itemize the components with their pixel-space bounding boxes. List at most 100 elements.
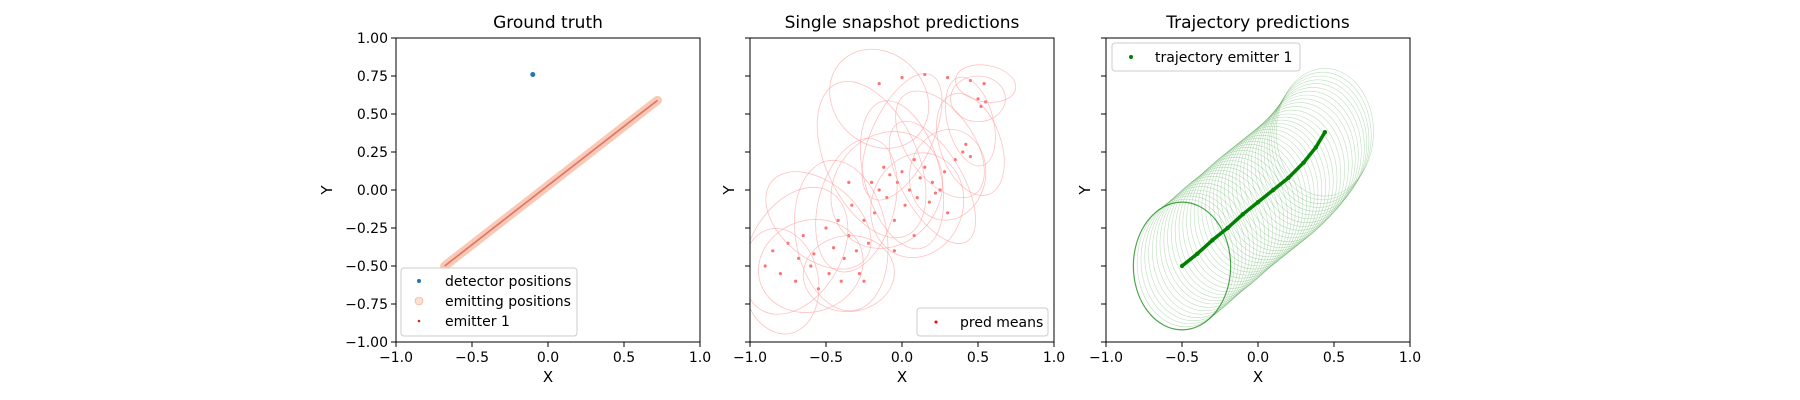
pred-covariance-ellipse	[870, 152, 965, 258]
pred-mean-point	[850, 203, 854, 207]
x-tick-label: 0.5	[1323, 350, 1345, 366]
pred-mean-point	[862, 218, 866, 222]
pred-covariance-ellipse	[945, 76, 996, 167]
pred-covariance-ellipse	[802, 235, 895, 313]
legend-entry-emitter: emitter 1	[445, 314, 510, 330]
trajectory-point	[1255, 199, 1261, 205]
y-axis-label: Y	[720, 185, 738, 196]
pred-mean-point	[903, 203, 907, 207]
chart-ground-truth: −1.0 −0.5 0.0 0.5 1.0 1.00 0.75 0.50 0.25 0.00 −0.…	[318, 13, 711, 386]
trajectory-covariance-ellipse	[1273, 71, 1372, 201]
pred-mean-point	[824, 226, 828, 230]
pred-mean-point	[794, 279, 798, 283]
pred-covariance-ellipse	[950, 75, 1006, 122]
trajectory-covariance-ellipse	[1243, 109, 1342, 239]
pred-covariance-ellipse	[936, 92, 1005, 196]
x-tick-label: 0.5	[613, 350, 635, 366]
trajectory-covariance-ellipse	[1254, 98, 1353, 227]
x-axis-label: X	[543, 368, 553, 386]
trajectory-point	[1286, 175, 1291, 181]
legend-entry-trajectory: trajectory emitter 1	[1155, 50, 1292, 66]
trajectory-covariance-ellipse	[1152, 186, 1250, 315]
pred-mean-point	[900, 75, 904, 80]
legend-box	[916, 307, 1049, 337]
pred-covariance-ellipse	[895, 90, 985, 199]
pred-mean-point	[915, 196, 919, 200]
y-tick-label: −0.50	[345, 259, 388, 275]
legend-box	[1111, 42, 1301, 72]
x-tick-label: 0.0	[891, 350, 913, 366]
pred-mean-point	[892, 249, 897, 253]
plot-area	[1106, 38, 1410, 342]
x-tick-label: −1.0	[1089, 350, 1123, 366]
trajectory-covariance-ellipse	[1178, 163, 1277, 293]
legend: pred means	[916, 307, 1049, 337]
pred-covariance-ellipse	[888, 120, 976, 244]
trajectory-covariance-ellipse	[1159, 179, 1258, 308]
pred-mean-point	[927, 200, 931, 204]
chart-title: Single snapshot predictions	[785, 13, 1020, 33]
trajectory-covariance-ellipse	[1235, 116, 1334, 246]
trajectory-point	[1240, 212, 1246, 217]
chart-trajectory: −1.0 −0.5 0.0 0.5 1.0 Trajectory predictions…	[1076, 13, 1421, 386]
legend-marker-emitting	[414, 296, 424, 306]
detector-position-point	[530, 71, 536, 77]
pred-mean-point	[877, 82, 881, 86]
trajectory-covariance-ellipse	[1182, 160, 1281, 289]
chart-marks	[750, 48, 1017, 335]
pred-mean-point	[827, 272, 831, 276]
pred-mean-point	[946, 211, 950, 215]
x-tick-label: −0.5	[809, 350, 843, 366]
pred-mean-point	[812, 252, 816, 256]
pred-mean-point	[912, 158, 916, 162]
x-axis-label: X	[897, 368, 907, 386]
chart-title: Ground truth	[493, 13, 603, 33]
pred-mean-point	[870, 180, 874, 184]
pred-mean-point	[771, 249, 775, 253]
trajectory-covariance-ellipse	[1148, 189, 1247, 318]
trajectory-covariance-ellipse	[1247, 106, 1345, 235]
trajectory-covariance-ellipse	[1190, 153, 1288, 282]
pred-mean-point	[918, 176, 922, 180]
pred-mean-point	[857, 272, 862, 276]
pred-covariance-ellipse	[750, 227, 820, 335]
pred-mean-point	[961, 150, 965, 154]
trajectory-covariance-ellipse	[1140, 195, 1239, 325]
trajectory-covariance-ellipse	[1266, 83, 1365, 212]
pred-covariance-ellipse	[908, 129, 987, 221]
trajectory-covariance-ellipse	[1263, 87, 1362, 216]
trajectory-covariance-ellipse	[1155, 182, 1254, 312]
trajectory-point	[1210, 237, 1215, 243]
trajectory-covariance-ellipse	[1250, 102, 1349, 231]
pred-mean-point	[964, 142, 968, 146]
pred-covariance-ellipse	[861, 73, 943, 201]
trajectory-covariance-ellipse	[1201, 144, 1300, 273]
pred-mean-point	[847, 180, 851, 184]
trajectory-point	[1195, 251, 1200, 257]
pred-mean-point	[877, 188, 881, 192]
trajectory-covariance-ellipse	[1269, 79, 1367, 208]
pred-mean-point	[801, 234, 805, 238]
trajectory-covariance-ellipse	[1197, 147, 1296, 276]
trajectory-covariance-ellipse	[1205, 141, 1304, 270]
y-tick-label: 0.00	[357, 183, 388, 199]
trajectory-point	[1301, 160, 1306, 165]
pred-mean-point	[946, 75, 950, 80]
y-tick-label: 1.00	[357, 31, 388, 47]
trajectory-point	[1271, 187, 1276, 193]
trajectory-covariance-ellipse	[1216, 131, 1315, 261]
legend-box	[400, 267, 578, 337]
y-tick-label: 0.50	[357, 107, 388, 123]
pred-covariance-ellipse	[859, 100, 945, 250]
pred-mean-point	[786, 241, 790, 245]
pred-mean-point	[976, 97, 980, 101]
pred-covariance-ellipse	[765, 171, 872, 270]
trajectory-covariance-ellipse	[1275, 68, 1374, 197]
trajectory-covariance-ellipse	[1167, 172, 1266, 302]
chart-marks	[440, 71, 662, 271]
x-tick-label: −0.5	[1165, 350, 1199, 366]
pred-mean-point	[842, 256, 846, 260]
y-tick-label: 0.75	[357, 69, 388, 85]
trajectory-covariance-ellipse	[1212, 134, 1311, 264]
axis-ticks: −1.0 −0.5 0.0 0.5 1.0	[1089, 37, 1421, 366]
